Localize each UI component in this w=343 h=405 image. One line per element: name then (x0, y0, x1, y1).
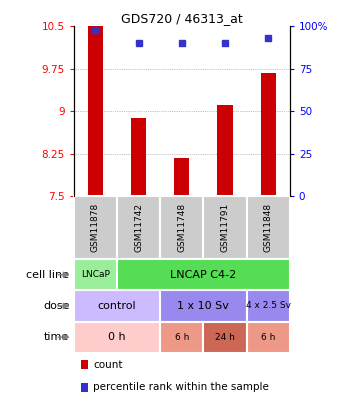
Text: GSM11878: GSM11878 (91, 203, 100, 252)
Bar (160, 196, 203, 259)
Text: cell line: cell line (26, 270, 69, 280)
Text: time: time (44, 332, 69, 342)
Bar (160, 322, 203, 353)
Bar (174, 158, 189, 196)
Text: LNCaP: LNCaP (81, 270, 110, 279)
Text: GSM11748: GSM11748 (177, 203, 186, 252)
Bar (88, 26, 103, 196)
Title: GDS720 / 46313_at: GDS720 / 46313_at (121, 12, 243, 25)
Text: GSM11742: GSM11742 (134, 203, 143, 252)
Bar (261, 73, 276, 196)
Bar (247, 290, 290, 322)
Text: 4 x 2.5 Sv: 4 x 2.5 Sv (246, 301, 291, 311)
Text: percentile rank within the sample: percentile rank within the sample (93, 382, 269, 392)
Bar (131, 118, 146, 196)
Bar (117, 196, 160, 259)
Text: 1 x 10 Sv: 1 x 10 Sv (177, 301, 229, 311)
Bar (74, 322, 160, 353)
Bar (247, 322, 290, 353)
Bar (203, 196, 247, 259)
Text: 6 h: 6 h (175, 333, 189, 342)
Text: control: control (98, 301, 136, 311)
Text: count: count (93, 360, 123, 370)
Text: GSM11848: GSM11848 (264, 203, 273, 252)
Text: 24 h: 24 h (215, 333, 235, 342)
Text: 6 h: 6 h (261, 333, 275, 342)
Bar (74, 259, 117, 290)
Text: LNCAP C4-2: LNCAP C4-2 (170, 270, 237, 280)
Bar (74, 196, 117, 259)
Text: GSM11791: GSM11791 (221, 203, 229, 252)
Bar (160, 290, 247, 322)
Text: 0 h: 0 h (108, 332, 126, 342)
Bar (203, 322, 247, 353)
Bar (74, 290, 160, 322)
Text: dose: dose (43, 301, 69, 311)
Bar (117, 259, 290, 290)
Bar (247, 196, 290, 259)
Bar (217, 104, 233, 196)
